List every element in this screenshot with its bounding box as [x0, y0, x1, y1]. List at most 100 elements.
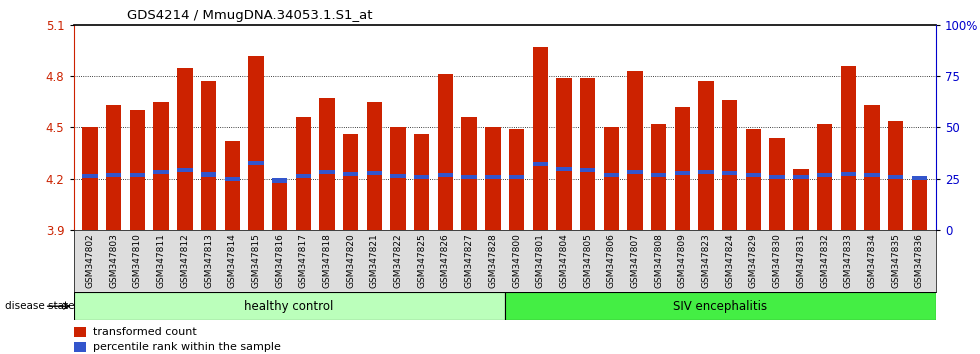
Text: GSM347816: GSM347816	[275, 233, 284, 288]
Text: healthy control: healthy control	[244, 300, 334, 313]
Bar	[604, 127, 619, 230]
Bar	[746, 173, 761, 177]
Bar	[129, 173, 145, 177]
Bar	[674, 107, 690, 230]
Text: GSM347809: GSM347809	[678, 233, 687, 288]
Bar	[699, 170, 713, 174]
Bar	[532, 47, 548, 230]
Bar	[201, 172, 217, 177]
Bar	[793, 169, 808, 230]
Bar	[154, 170, 169, 174]
Bar	[532, 162, 548, 166]
Bar	[248, 161, 264, 165]
Text: GSM347804: GSM347804	[560, 233, 568, 288]
Text: GSM347832: GSM347832	[820, 233, 829, 288]
Bar	[722, 171, 738, 175]
Bar	[817, 124, 832, 230]
Bar	[509, 175, 524, 179]
Bar	[319, 170, 335, 174]
Text: GSM347801: GSM347801	[536, 233, 545, 288]
Bar	[462, 117, 477, 230]
Text: disease state: disease state	[5, 301, 74, 311]
Bar	[580, 168, 595, 172]
Bar	[485, 175, 501, 179]
Text: GSM347828: GSM347828	[488, 233, 498, 288]
Text: GDS4214 / MmugDNA.34053.1.S1_at: GDS4214 / MmugDNA.34053.1.S1_at	[127, 9, 373, 22]
Text: GSM347833: GSM347833	[844, 233, 853, 288]
Bar	[864, 105, 880, 230]
Text: percentile rank within the sample: percentile rank within the sample	[93, 342, 281, 352]
Bar	[224, 177, 240, 181]
Text: GSM347821: GSM347821	[369, 233, 379, 288]
Bar	[722, 100, 738, 230]
Bar	[296, 174, 311, 178]
Text: GSM347814: GSM347814	[227, 233, 237, 288]
Text: GSM347830: GSM347830	[772, 233, 782, 288]
Text: GSM347834: GSM347834	[867, 233, 876, 288]
Bar	[82, 174, 98, 178]
Bar	[224, 141, 240, 230]
Bar	[485, 127, 501, 230]
Bar	[627, 170, 643, 174]
Bar	[438, 173, 453, 177]
Bar	[248, 56, 264, 230]
Text: GSM347835: GSM347835	[891, 233, 900, 288]
Bar	[651, 173, 666, 177]
Bar	[367, 171, 382, 175]
Bar	[769, 138, 785, 230]
Bar	[793, 175, 808, 179]
Text: GSM347822: GSM347822	[394, 233, 403, 288]
Bar	[769, 175, 785, 179]
Text: GSM347806: GSM347806	[607, 233, 615, 288]
Bar	[699, 81, 713, 230]
Bar	[911, 179, 927, 230]
Bar	[557, 167, 571, 171]
Bar	[557, 78, 571, 230]
Bar	[841, 172, 856, 176]
Bar	[154, 102, 169, 230]
Bar	[74, 292, 505, 320]
Text: GSM347820: GSM347820	[346, 233, 355, 288]
Bar	[817, 173, 832, 177]
Text: GSM347831: GSM347831	[797, 233, 806, 288]
Bar	[888, 175, 904, 179]
Bar	[343, 134, 359, 230]
Bar	[604, 173, 619, 177]
Text: GSM347810: GSM347810	[133, 233, 142, 288]
Bar	[651, 124, 666, 230]
Bar	[390, 174, 406, 178]
Text: GSM347823: GSM347823	[702, 233, 710, 288]
Bar	[177, 68, 192, 230]
Bar	[296, 117, 311, 230]
Bar	[841, 66, 856, 230]
Bar	[911, 176, 927, 180]
Bar	[271, 178, 287, 183]
Bar	[74, 342, 86, 353]
Bar	[319, 98, 335, 230]
Text: GSM347824: GSM347824	[725, 233, 734, 288]
Bar	[367, 102, 382, 230]
Bar	[390, 127, 406, 230]
Bar	[746, 129, 761, 230]
Text: GSM347800: GSM347800	[512, 233, 521, 288]
Text: GSM347812: GSM347812	[180, 233, 189, 288]
Text: GSM347803: GSM347803	[110, 233, 119, 288]
Text: GSM347836: GSM347836	[914, 233, 924, 288]
Text: GSM347826: GSM347826	[441, 233, 450, 288]
Text: GSM347807: GSM347807	[630, 233, 640, 288]
Bar	[888, 121, 904, 230]
Bar	[415, 134, 429, 230]
Bar	[271, 181, 287, 230]
Bar	[129, 110, 145, 230]
Bar	[82, 127, 98, 230]
Text: GSM347811: GSM347811	[157, 233, 166, 288]
Bar	[505, 292, 936, 320]
Text: GSM347825: GSM347825	[417, 233, 426, 288]
Bar	[177, 168, 192, 172]
Bar	[674, 171, 690, 175]
Bar	[864, 173, 880, 177]
Bar	[201, 81, 217, 230]
Text: GSM347813: GSM347813	[204, 233, 213, 288]
Bar	[106, 105, 122, 230]
Bar	[74, 327, 86, 337]
